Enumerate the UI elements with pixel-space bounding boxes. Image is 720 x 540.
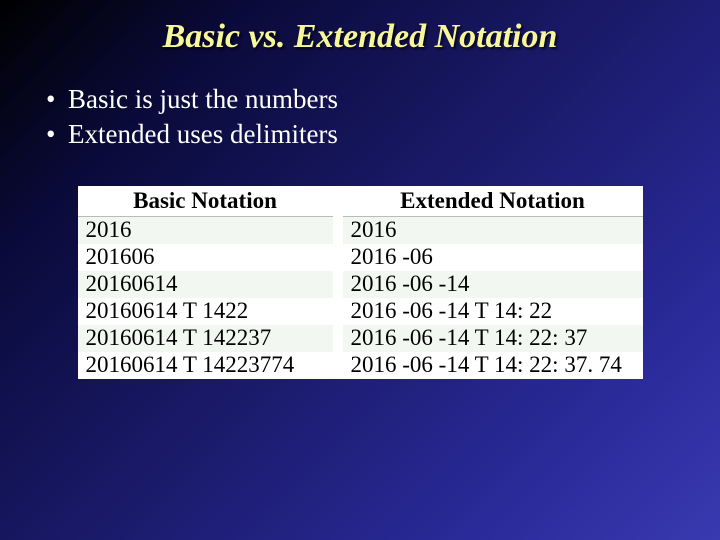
cell-extended: 2016 -06 -14 T 14: 22 xyxy=(343,298,643,325)
bullet-item: •Extended uses delimiters xyxy=(46,119,680,150)
cell-spacer xyxy=(333,325,343,352)
bullet-item: •Basic is just the numbers xyxy=(46,84,680,115)
cell-spacer xyxy=(333,352,343,379)
cell-basic: 20160614 T 1422 xyxy=(78,298,333,325)
bullet-dot-icon: • xyxy=(46,84,68,115)
cell-extended: 2016 -06 -14 xyxy=(343,271,643,298)
col-header-extended: Extended Notation xyxy=(343,186,643,217)
cell-extended: 2016 -06 xyxy=(343,244,643,271)
slide: Basic vs. Extended Notation •Basic is ju… xyxy=(0,0,720,540)
notation-table: Basic Notation Extended Notation 2016 20… xyxy=(78,186,643,379)
cell-basic: 2016 xyxy=(78,217,333,245)
bullet-dot-icon: • xyxy=(46,119,68,150)
slide-title: Basic vs. Extended Notation xyxy=(40,18,680,56)
table-header-row: Basic Notation Extended Notation xyxy=(78,186,643,217)
cell-spacer xyxy=(333,244,343,271)
col-spacer xyxy=(333,186,343,217)
cell-extended: 2016 -06 -14 T 14: 22: 37 xyxy=(343,325,643,352)
table-row: 201606 2016 -06 xyxy=(78,244,643,271)
cell-basic: 20160614 T 142237 xyxy=(78,325,333,352)
table-row: 20160614 2016 -06 -14 xyxy=(78,271,643,298)
cell-spacer xyxy=(333,217,343,245)
cell-basic: 20160614 T 14223774 xyxy=(78,352,333,379)
table-row: 20160614 T 142237 2016 -06 -14 T 14: 22:… xyxy=(78,325,643,352)
table-row: 2016 2016 xyxy=(78,217,643,245)
table-row: 20160614 T 14223774 2016 -06 -14 T 14: 2… xyxy=(78,352,643,379)
cell-extended: 2016 -06 -14 T 14: 22: 37. 74 xyxy=(343,352,643,379)
table-row: 20160614 T 1422 2016 -06 -14 T 14: 22 xyxy=(78,298,643,325)
bullet-list: •Basic is just the numbers •Extended use… xyxy=(40,84,680,150)
cell-spacer xyxy=(333,298,343,325)
bullet-text: Basic is just the numbers xyxy=(68,84,338,114)
col-header-basic: Basic Notation xyxy=(78,186,333,217)
cell-basic: 201606 xyxy=(78,244,333,271)
cell-extended: 2016 xyxy=(343,217,643,245)
cell-spacer xyxy=(333,271,343,298)
table-container: Basic Notation Extended Notation 2016 20… xyxy=(40,186,680,379)
bullet-text: Extended uses delimiters xyxy=(68,119,338,149)
cell-basic: 20160614 xyxy=(78,271,333,298)
